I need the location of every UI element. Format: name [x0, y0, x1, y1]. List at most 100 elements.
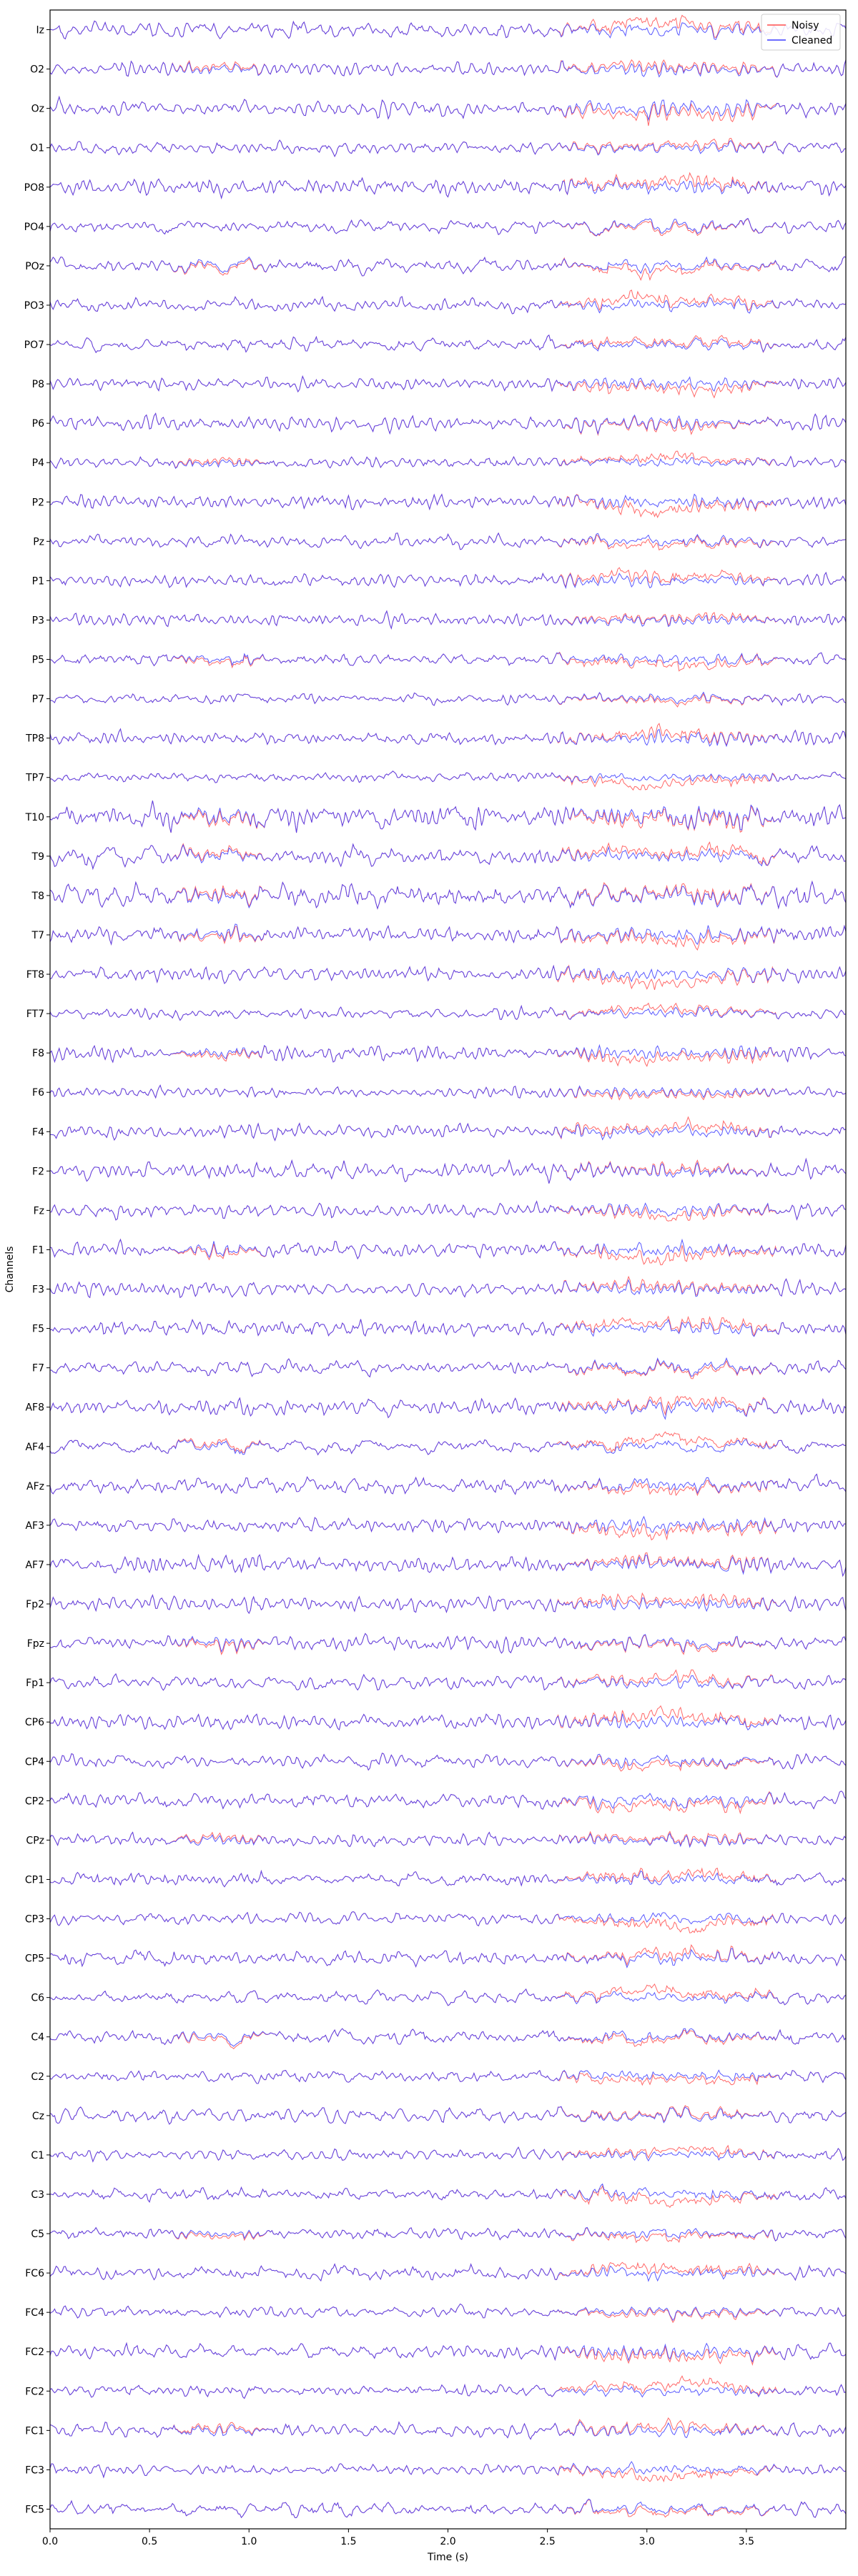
cleaned-trace-cp2 — [49, 1790, 847, 1811]
cleaned-trace-f7 — [49, 1357, 847, 1378]
y-tick-label: FC4 — [25, 2307, 44, 2319]
cleaned-trace-p8 — [49, 375, 847, 393]
y-tick-label: PO8 — [24, 182, 44, 194]
cleaned-trace-oz — [49, 95, 847, 122]
y-tick-label: CPz — [26, 1835, 44, 1846]
noisy-trace-f2 — [49, 1157, 847, 1184]
cleaned-trace-cp1 — [49, 1869, 847, 1888]
noisy-trace-fc5 — [49, 2500, 847, 2519]
y-tick-label: CP6 — [25, 1717, 44, 1728]
cleaned-trace-p7 — [49, 691, 847, 706]
y-tick-label: T7 — [31, 930, 44, 941]
y-tick-label: P8 — [32, 379, 44, 390]
cleaned-trace-ft7 — [49, 1004, 847, 1021]
cleaned-trace-fc2 — [49, 2342, 847, 2363]
noisy-trace-fc3 — [49, 2463, 847, 2482]
y-tick-label: C3 — [31, 2189, 44, 2201]
y-tick-label: P7 — [32, 694, 44, 705]
cleaned-trace-tp8 — [49, 728, 847, 748]
cleaned-trace-cz — [49, 2106, 847, 2125]
y-tick-label: AF4 — [25, 1442, 44, 1453]
noisy-trace-cp2 — [49, 1790, 847, 1815]
noisy-trace-ft7 — [49, 1002, 847, 1021]
cleaned-trace-p6 — [49, 412, 847, 435]
y-tick-label: F6 — [32, 1087, 44, 1099]
cleaned-trace-ft8 — [49, 964, 847, 984]
noisy-trace-af3 — [49, 1517, 847, 1541]
cleaned-trace-fc1 — [49, 2421, 847, 2440]
y-tick-label: F8 — [32, 1048, 44, 1059]
cleaned-trace-fp2 — [49, 1594, 847, 1615]
cleaned-trace-p3 — [49, 610, 847, 630]
y-tick-label: Oz — [31, 104, 44, 115]
cleaned-trace-t9 — [49, 843, 847, 871]
y-tick-label: F7 — [32, 1363, 44, 1374]
noisy-trace-po8 — [49, 172, 847, 199]
noisy-trace-fp2 — [49, 1592, 847, 1615]
noisy-trace-af4 — [49, 1431, 847, 1456]
noisy-trace-c5 — [49, 2226, 847, 2244]
cleaned-trace-po4 — [49, 217, 847, 237]
noisy-trace-cz — [49, 2105, 847, 2125]
x-axis: 0.0 0.5 1.0 1.5 2.0 2.5 3.0 3.5 — [42, 2529, 754, 2547]
cleaned-trace-cp6 — [49, 1713, 847, 1731]
cleaned-trace-fcz — [49, 2383, 847, 2399]
cleaned-trace-c5 — [49, 2226, 847, 2241]
x-tick-label: 0.0 — [42, 2536, 58, 2547]
y-tick-label: C1 — [31, 2150, 44, 2161]
cleaned-trace-po8 — [49, 177, 847, 199]
cleaned-trace-f3 — [49, 1278, 847, 1299]
y-tick-label: AF8 — [25, 1402, 44, 1414]
y-tick-label: FC6 — [25, 2268, 44, 2279]
noisy-trace-afz — [49, 1473, 847, 1497]
noisy-trace-p1 — [49, 567, 847, 588]
cleaned-trace-fz — [49, 1200, 847, 1221]
y-tick-label: CP5 — [25, 1953, 44, 1965]
cleaned-trace-cp5 — [49, 1948, 847, 1968]
y-tick-label: P4 — [32, 457, 44, 469]
y-axis: Iz O2 Oz O1 PO8 PO4 POz PO3 PO7 P8 P6 P4 P2 Pz P1 P3 P5 P… — [24, 25, 50, 2515]
y-tick-label: O1 — [30, 143, 44, 154]
trace-layer — [49, 14, 847, 2519]
y-tick-label: TP7 — [25, 773, 44, 784]
x-tick-label: 1.0 — [241, 2536, 257, 2547]
cleaned-trace-fpz — [49, 1633, 847, 1654]
cleaned-trace-fc6 — [49, 2263, 847, 2282]
y-tick-label: Iz — [36, 25, 44, 36]
x-tick-label: 1.5 — [340, 2536, 356, 2547]
y-tick-label: PO4 — [24, 222, 44, 233]
cleaned-trace-c1 — [49, 2146, 847, 2163]
y-tick-label: F4 — [32, 1126, 44, 1138]
y-tick-label: PO7 — [24, 340, 44, 351]
legend-box — [761, 14, 841, 51]
cleaned-trace-f1 — [49, 1238, 847, 1260]
cleaned-trace-t7 — [49, 923, 847, 946]
y-tick-label: Fz — [34, 1205, 44, 1217]
noisy-trace-ft8 — [49, 964, 847, 991]
cleaned-trace-cp3 — [49, 1911, 847, 1927]
legend: Noisy Cleaned — [761, 14, 841, 51]
noisy-trace-po3 — [49, 289, 847, 314]
legend-label-noisy: Noisy — [792, 20, 819, 31]
y-tick-label: T10 — [25, 812, 44, 823]
cleaned-trace-f6 — [49, 1084, 847, 1099]
y-tick-label: AF3 — [25, 1520, 44, 1532]
cleaned-trace-cpz — [49, 1831, 847, 1848]
cleaned-trace-af8 — [49, 1397, 847, 1420]
y-tick-label: FC5 — [25, 2504, 44, 2515]
y-tick-label: Fp2 — [26, 1599, 44, 1610]
cleaned-trace-af4 — [49, 1439, 847, 1456]
y-tick-label: FC1 — [25, 2425, 44, 2437]
cleaned-trace-tp7 — [49, 771, 847, 784]
cleaned-trace-o2 — [49, 59, 847, 78]
y-tick-label: P3 — [32, 615, 44, 626]
cleaned-trace-p4 — [49, 455, 847, 470]
cleaned-trace-p2 — [49, 493, 847, 511]
y-tick-label: F5 — [32, 1324, 44, 1335]
cleaned-trace-c3 — [50, 2183, 847, 2203]
noisy-trace-c1 — [49, 2144, 847, 2163]
cleaned-trace-t10 — [49, 800, 847, 833]
y-tick-label: P5 — [32, 655, 44, 666]
